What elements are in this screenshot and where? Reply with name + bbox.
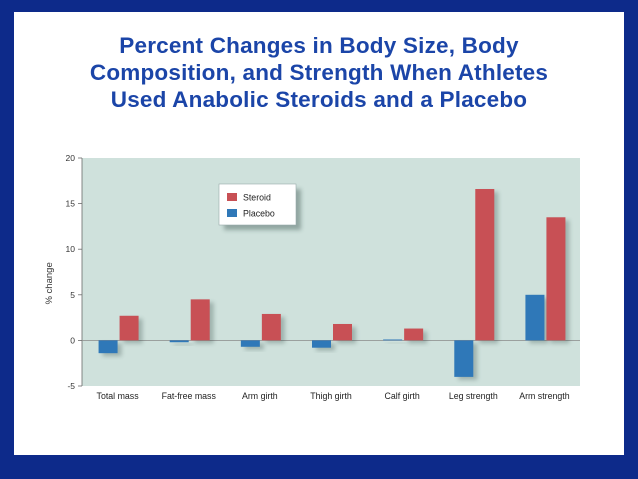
bar-steroid [190, 299, 210, 341]
y-tick-label: 20 [66, 153, 76, 163]
bar-placebo [98, 340, 118, 354]
legend-placebo-label: Placebo [243, 209, 275, 219]
x-tick-label: Arm girth [242, 391, 278, 401]
bar-steroid [119, 315, 139, 341]
title-line-2: Composition, and Strength When Athletes [89, 60, 549, 85]
y-tick-label: 5 [70, 290, 75, 300]
plot-area [82, 158, 580, 386]
bar-placebo-shadow [173, 343, 193, 346]
legend-box [218, 183, 297, 226]
x-tick-label: Thigh girth [310, 391, 352, 401]
legend-placebo-swatch [227, 209, 237, 217]
x-tick-label: Fat-free mass [162, 391, 217, 401]
y-tick-label: -5 [67, 381, 75, 391]
x-tick-label: Leg strength [449, 391, 498, 401]
bar-steroid [475, 189, 495, 341]
bar-steroid [261, 313, 281, 341]
x-tick-label: Arm strength [519, 391, 569, 401]
legend-steroid-swatch [227, 193, 237, 201]
y-tick-label: 10 [66, 244, 76, 254]
bar-placebo [454, 340, 474, 377]
bar-steroid [546, 217, 566, 341]
bar-placebo [383, 339, 403, 341]
bar-placebo [169, 340, 189, 343]
bar-placebo [312, 340, 331, 348]
bar-steroid [404, 328, 424, 341]
bar-placebo-shadow [387, 342, 407, 344]
y-axis-title: % change [44, 262, 55, 304]
bar-steroid [333, 323, 352, 341]
x-tick-label: Total mass [97, 391, 140, 401]
y-tick-label: 0 [70, 335, 75, 345]
title-line-1: Percent Changes in Body Size, Body [119, 33, 519, 58]
bar-placebo [240, 340, 260, 347]
legend-steroid-label: Steroid [243, 193, 271, 203]
bar-placebo [525, 294, 545, 341]
y-tick-label: 15 [66, 199, 76, 209]
slide-title: Percent Changes in Body Size, Body Compo… [14, 32, 624, 113]
x-tick-label: Calf girth [385, 391, 420, 401]
title-line-3: Used Anabolic Steroids and a Placebo [110, 87, 528, 112]
